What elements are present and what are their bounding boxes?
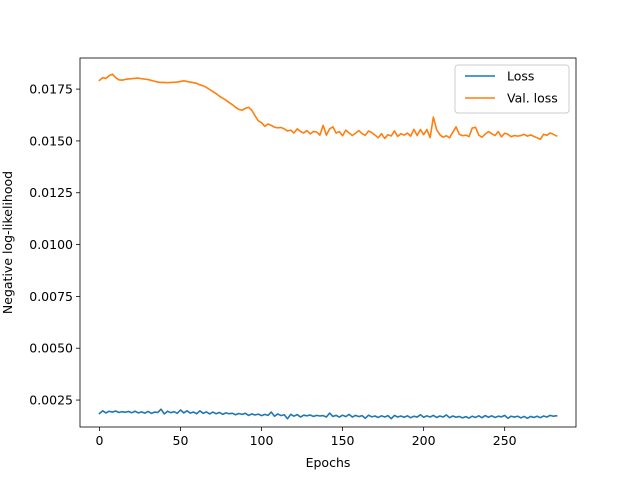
y-tick-label: 0.0100 [29, 237, 73, 252]
series-lines [98, 73, 558, 420]
x-tick-label: 250 [493, 433, 517, 448]
y-axis-label: Negative log-likelihood [0, 171, 15, 314]
y-tick-label: 0.0075 [29, 289, 73, 304]
x-tick-label: 50 [173, 433, 189, 448]
legend: Loss Val. loss [454, 64, 570, 114]
y-tick-label: 0.0025 [29, 393, 73, 408]
plot-area [80, 58, 576, 427]
x-tick-label: 0 [95, 433, 103, 448]
x-tick-label: 200 [412, 433, 436, 448]
legend-label-val-loss: Val. loss [507, 91, 558, 106]
x-tick-label: 150 [331, 433, 355, 448]
series-line-val-loss [98, 73, 558, 141]
y-tick-label: 0.0050 [29, 341, 73, 356]
x-tick-label: 100 [250, 433, 274, 448]
series-line-loss [98, 408, 558, 420]
legend-box [454, 64, 570, 114]
x-axis-label: Epochs [306, 455, 351, 470]
plot-frame [79, 57, 577, 428]
axis-ticks: 0 50 100 150 200 250 0.0025 0.0050 0.0075 0.0100 0… [29, 82, 516, 448]
legend-label-loss: Loss [507, 69, 534, 84]
y-tick-label: 0.0125 [29, 185, 73, 200]
y-tick-label: 0.0150 [29, 133, 73, 148]
y-tick-label: 0.0175 [29, 82, 73, 97]
